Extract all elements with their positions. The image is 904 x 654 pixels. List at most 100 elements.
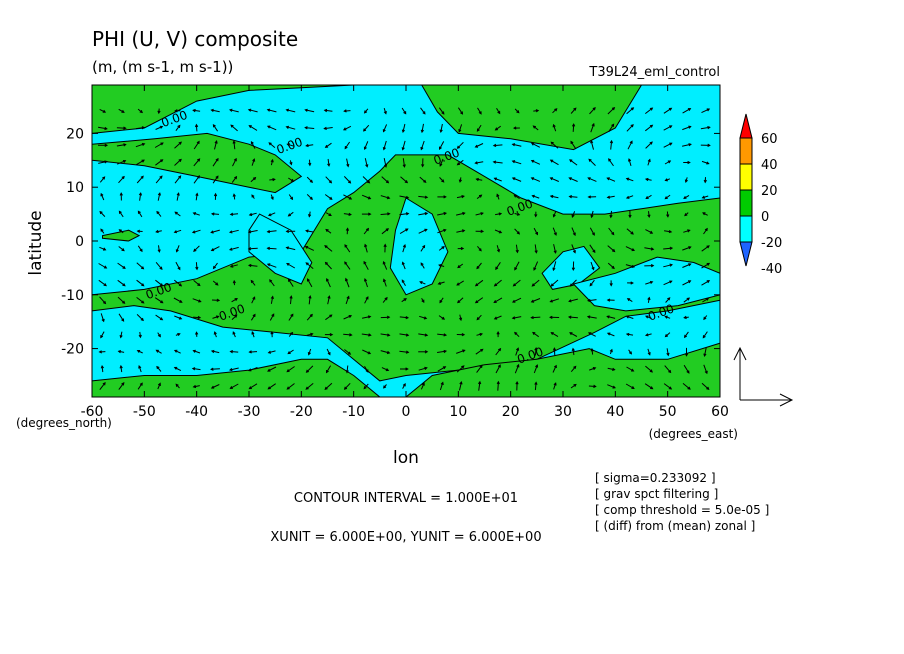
wind-vector-head <box>549 299 553 303</box>
wind-vector-head <box>345 277 349 282</box>
wind-vector-head <box>119 192 123 196</box>
wind-vector <box>627 141 633 150</box>
wind-vector-head <box>252 313 256 318</box>
wind-vector <box>135 143 145 148</box>
wind-vector-head <box>630 124 634 128</box>
wind-vector <box>268 383 276 390</box>
wind-vector-head <box>686 370 690 374</box>
wind-vector <box>625 264 635 268</box>
wind-vector <box>420 140 425 150</box>
wind-vector-head <box>511 160 516 164</box>
wind-vector-head <box>511 299 516 303</box>
wind-vector-head <box>687 108 692 111</box>
wind-vector <box>475 143 484 148</box>
wind-vector <box>459 381 462 391</box>
wind-vector-head <box>403 111 407 115</box>
wind-vector-head <box>573 107 577 111</box>
wind-vector <box>364 365 369 373</box>
wind-vector-head <box>688 125 692 129</box>
wind-vector <box>552 227 557 236</box>
wind-vector-head <box>195 192 199 196</box>
wind-vector <box>211 350 220 354</box>
wind-vector-head <box>669 142 673 146</box>
wind-vector <box>437 366 446 372</box>
wind-vector <box>494 177 502 182</box>
wind-vector-head <box>178 175 182 179</box>
wind-vector <box>286 383 295 390</box>
wind-vector <box>286 247 296 251</box>
wind-vector <box>211 109 220 113</box>
wind-vector <box>270 296 274 304</box>
wind-vector-head <box>703 353 707 358</box>
wind-vector-head <box>461 195 465 199</box>
x-tick-label: 40 <box>606 404 624 420</box>
wind-vector-head <box>498 347 502 352</box>
wind-vector-head <box>266 263 271 267</box>
wind-vector-head <box>290 178 295 182</box>
wind-vector <box>383 157 387 167</box>
wind-vector <box>381 367 389 371</box>
wind-vector <box>588 158 596 166</box>
wind-vector-head <box>645 196 649 200</box>
wind-vector <box>230 264 238 268</box>
wind-vector-head <box>344 244 348 248</box>
wind-vector-head <box>573 383 577 387</box>
wind-vector <box>175 261 181 270</box>
wind-vector-head <box>669 246 674 250</box>
wind-vector-head <box>101 318 105 323</box>
wind-vector-head <box>570 140 574 145</box>
wind-vector-head <box>348 315 353 319</box>
wind-vector-head <box>628 158 632 162</box>
wind-vector-head <box>404 180 409 184</box>
wind-vector-head <box>458 129 462 133</box>
wind-vector <box>588 177 597 182</box>
wind-vector-head <box>285 125 290 129</box>
wind-vector-head <box>494 127 499 131</box>
wind-vector <box>701 245 710 252</box>
wind-vector-head <box>121 382 125 386</box>
wind-vector-head <box>649 107 654 111</box>
x-unit-label: (degrees_east) <box>649 427 738 441</box>
wind-vector-head <box>422 244 426 249</box>
wind-vector <box>307 278 313 288</box>
wind-vector-head <box>196 140 200 145</box>
wind-vector-head <box>629 140 633 144</box>
wind-vector-head <box>530 315 534 320</box>
wind-vector-head <box>571 267 576 272</box>
wind-vector <box>362 349 371 355</box>
wind-vector-head <box>666 352 670 357</box>
colorbar-segment <box>739 215 753 243</box>
wind-vector-head <box>285 246 290 250</box>
wind-vector-head <box>419 281 423 285</box>
wind-vector-head <box>270 330 274 335</box>
wind-vector-head <box>571 123 576 127</box>
wind-vector <box>420 107 426 115</box>
wind-vector <box>663 247 673 250</box>
wind-vector-head <box>325 228 329 232</box>
wind-vector-head <box>516 110 520 114</box>
wind-vector <box>438 107 445 115</box>
wind-vector-head <box>233 157 237 162</box>
wind-vector <box>363 261 369 270</box>
wind-vector-head <box>329 196 333 200</box>
wind-vector <box>570 141 577 150</box>
wind-vector <box>100 313 105 322</box>
wind-vector <box>268 350 276 354</box>
wind-vector-head <box>365 369 369 373</box>
info-line-1: [ sigma=0.233092 ] <box>595 471 716 485</box>
wind-vector-head <box>530 142 535 146</box>
wind-vector-head <box>530 299 535 303</box>
wind-vector <box>343 213 351 216</box>
wind-vector <box>534 348 537 356</box>
wind-vector-head <box>401 147 405 151</box>
wind-vector <box>608 158 614 167</box>
wind-vector-head <box>421 164 425 168</box>
wind-vector-head <box>549 315 553 319</box>
wind-vector-head <box>630 231 634 235</box>
wind-vector <box>494 279 502 287</box>
wind-vector <box>327 158 330 166</box>
wind-vector <box>363 124 370 132</box>
wind-vector-head <box>706 280 711 284</box>
wind-vector-head <box>178 283 183 287</box>
chart-subtitle: (m, (m s-1, m s-1)) <box>92 58 233 76</box>
